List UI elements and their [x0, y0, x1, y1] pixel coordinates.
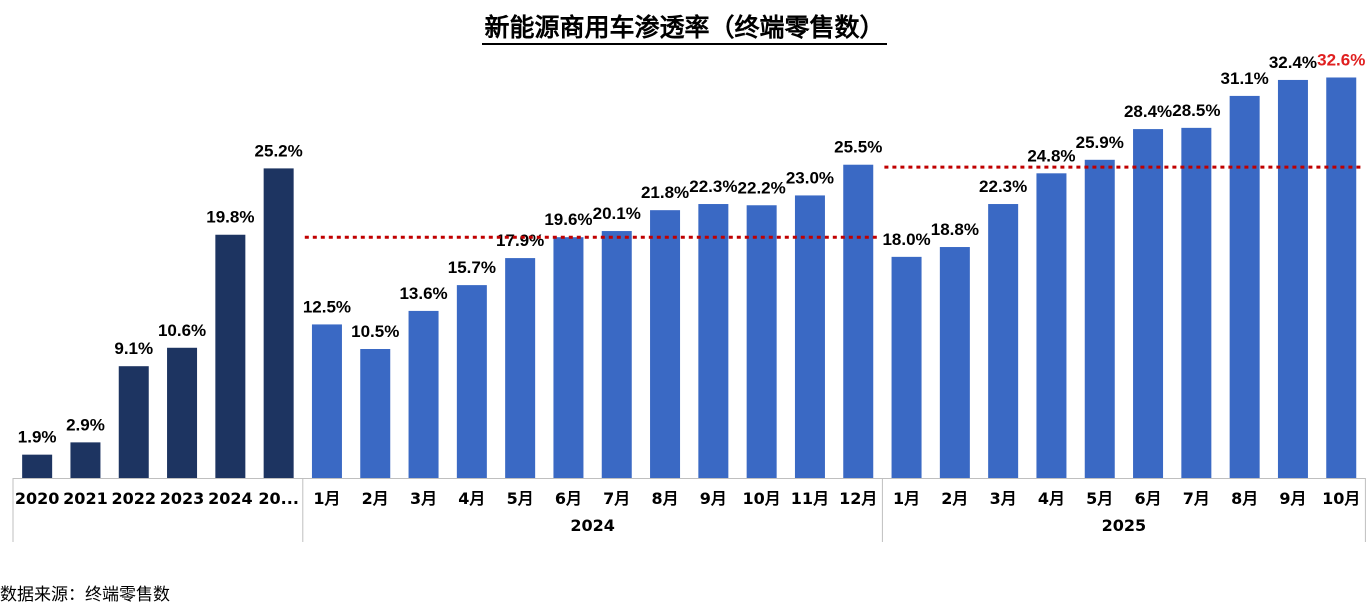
data-label: 12.5%: [303, 297, 351, 316]
data-label: 18.8%: [931, 220, 979, 239]
bar: [1326, 77, 1357, 478]
data-label: 23.0%: [786, 168, 834, 187]
data-label: 10.5%: [351, 322, 399, 341]
x-tick-label: 10月: [743, 489, 781, 508]
data-label: 25.5%: [834, 138, 882, 157]
x-tick-label: 9月: [700, 489, 727, 508]
bar: [70, 442, 101, 478]
data-label: 17.9%: [496, 231, 544, 250]
x-tick-label: 2020: [15, 489, 60, 508]
bar: [891, 256, 922, 478]
data-label: 20.1%: [593, 204, 641, 223]
data-label: 28.5%: [1172, 101, 1220, 120]
bar: [939, 247, 970, 478]
bar: [650, 210, 681, 478]
data-label: 21.8%: [641, 183, 689, 202]
data-label: 2.9%: [66, 415, 105, 434]
bar: [1133, 129, 1164, 479]
x-tick-label: 2023: [160, 489, 205, 508]
x-tick-label: 2024: [208, 489, 253, 508]
bar: [1229, 95, 1260, 479]
chart-title: 新能源商用车渗透率（终端零售数）: [0, 8, 1369, 45]
x-tick-label: 6月: [1134, 489, 1161, 508]
bar: [22, 454, 53, 478]
x-tick-label: 2021: [63, 489, 108, 508]
x-tick-label: 3月: [990, 489, 1017, 508]
x-tick-label: 2月: [941, 489, 968, 508]
data-label: 1.9%: [18, 428, 57, 447]
bar: [360, 349, 391, 478]
x-tick-label: 1月: [893, 489, 920, 508]
x-tick-label: 5月: [1086, 489, 1113, 508]
group-label: 2025: [1102, 516, 1147, 535]
x-tick-label: 1月: [313, 489, 340, 508]
data-label: 22.2%: [738, 178, 786, 197]
x-tick-label: 5月: [507, 489, 534, 508]
x-tick-label: 11月: [791, 489, 829, 508]
data-label: 18.0%: [882, 230, 930, 249]
bar: [311, 324, 342, 478]
x-tick-label: 20...: [258, 489, 299, 508]
x-tick-label: 10月: [1322, 489, 1360, 508]
bar: [408, 310, 439, 478]
x-tick-label: 7月: [1183, 489, 1210, 508]
bar: [553, 237, 584, 478]
x-tick-label: 2月: [362, 489, 389, 508]
bar: [263, 168, 294, 478]
data-label: 19.8%: [206, 208, 254, 227]
data-label: 32.6%: [1317, 50, 1365, 69]
bar: [1036, 173, 1067, 479]
x-tick-label: 8月: [651, 489, 678, 508]
x-tick-label: 4月: [458, 489, 485, 508]
bar: [843, 164, 874, 478]
data-label: 9.1%: [114, 339, 153, 358]
bar: [601, 231, 632, 478]
x-tick-label: 4月: [1038, 489, 1065, 508]
bar: [167, 347, 198, 478]
data-label: 31.1%: [1221, 69, 1269, 88]
source-note: 数据来源：终端零售数: [0, 585, 170, 605]
data-label: 15.7%: [448, 258, 496, 277]
x-tick-label: 3月: [410, 489, 437, 508]
bar: [1084, 159, 1115, 479]
data-label: 24.8%: [1027, 146, 1075, 165]
data-label: 22.3%: [979, 177, 1027, 196]
bar: [505, 258, 536, 478]
x-tick-label: 2022: [111, 489, 156, 508]
bar: [1181, 127, 1212, 478]
bar: [1277, 79, 1308, 478]
data-label: 22.3%: [689, 177, 737, 196]
bar: [215, 234, 246, 478]
bar: [988, 204, 1019, 478]
bar: [698, 204, 729, 478]
x-tick-label: 12月: [839, 489, 877, 508]
data-label: 10.6%: [158, 321, 206, 340]
data-label: 25.2%: [255, 141, 303, 160]
bar: [794, 195, 825, 478]
x-tick-label: 6月: [555, 489, 582, 508]
bar: [746, 205, 777, 478]
data-label: 25.9%: [1076, 133, 1124, 152]
data-label: 19.6%: [544, 210, 592, 229]
chart-title-text: 新能源商用车渗透率（终端零售数）: [482, 13, 887, 45]
data-label: 32.4%: [1269, 53, 1317, 72]
x-tick-label: 7月: [603, 489, 630, 508]
bar: [456, 285, 487, 478]
data-label: 28.4%: [1124, 102, 1172, 121]
group-label: 2024: [570, 516, 615, 535]
x-tick-label: 8月: [1231, 489, 1258, 508]
x-tick-label: 9月: [1279, 489, 1306, 508]
bar: [118, 366, 149, 478]
data-label: 13.6%: [399, 284, 447, 303]
